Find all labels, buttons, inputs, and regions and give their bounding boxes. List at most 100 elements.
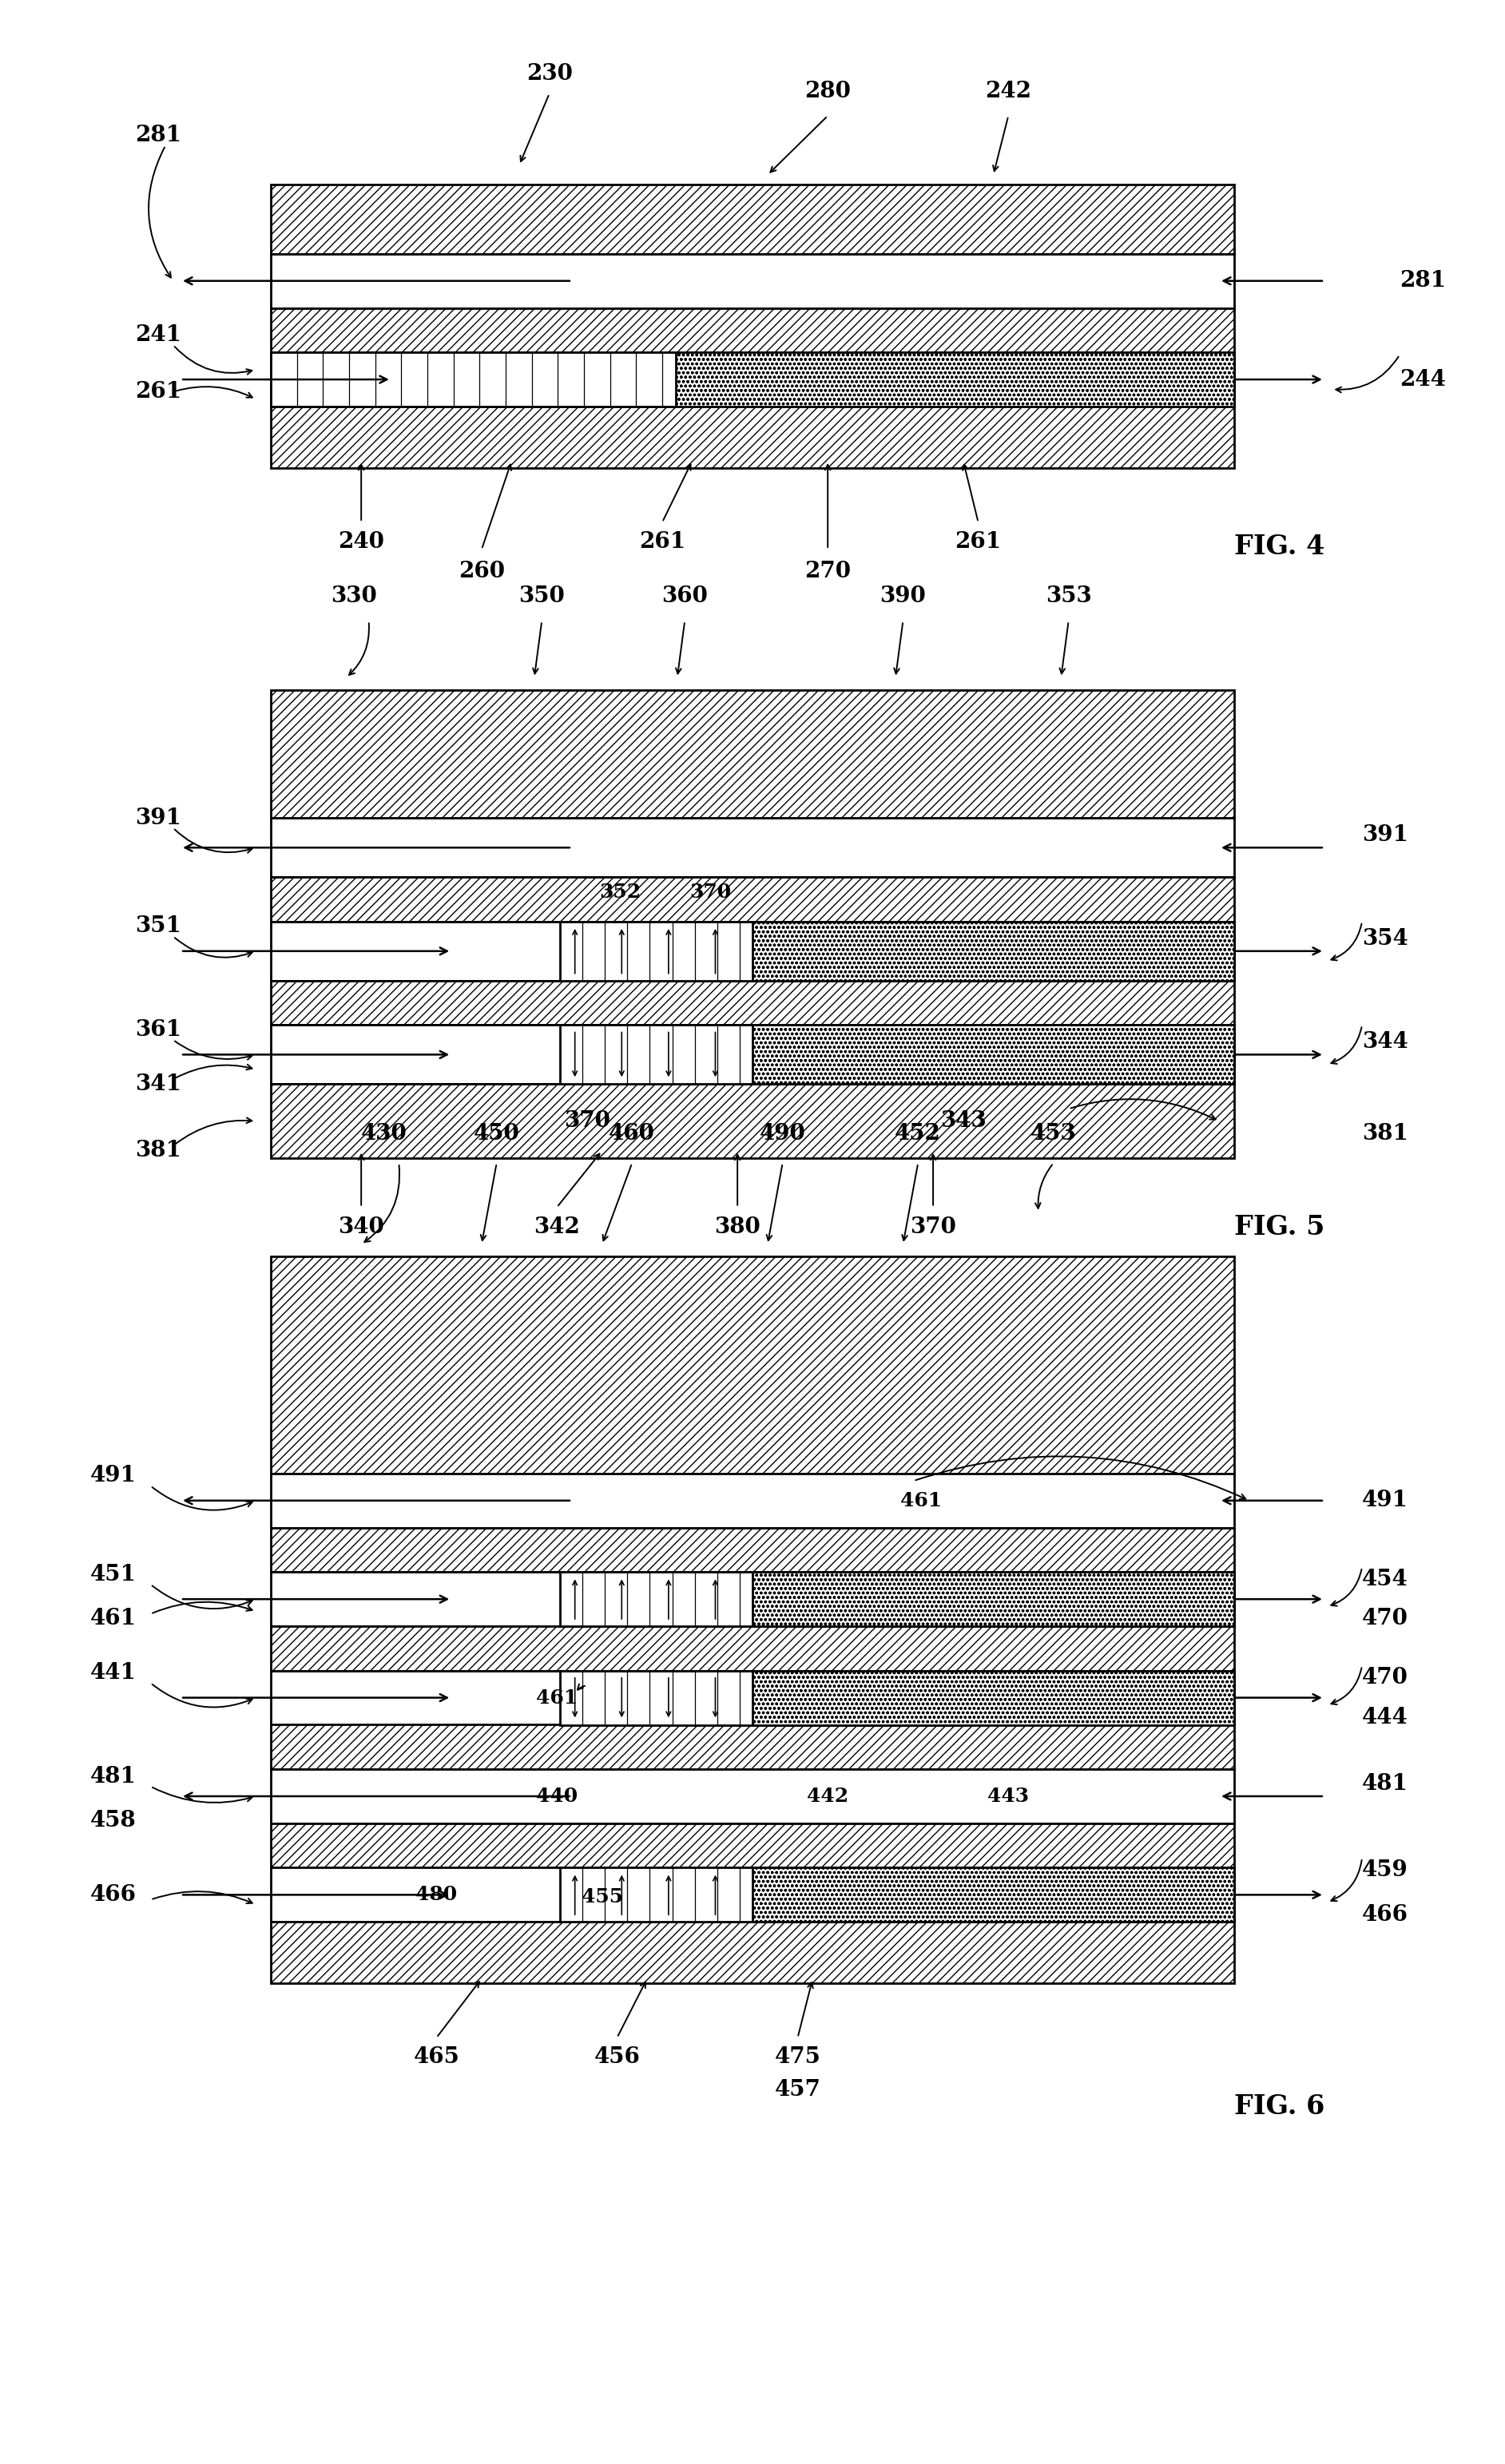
Bar: [271, 1025, 1234, 1084]
Text: 344: 344: [1362, 1032, 1409, 1052]
Text: 442: 442: [807, 1786, 849, 1806]
Text: 452: 452: [895, 1124, 941, 1143]
Text: 261: 261: [135, 382, 182, 402]
Text: 390: 390: [880, 586, 926, 606]
Text: 480: 480: [415, 1885, 458, 1905]
Text: 352: 352: [599, 882, 641, 902]
Text: 381: 381: [135, 1141, 182, 1161]
Text: 391: 391: [135, 808, 182, 828]
Text: 461: 461: [90, 1609, 137, 1629]
Bar: [560, 922, 965, 981]
Bar: [752, 922, 1234, 981]
Bar: [752, 1868, 1234, 1922]
Bar: [271, 1528, 1234, 1572]
Text: 475: 475: [775, 2048, 820, 2067]
Text: 466: 466: [90, 1885, 137, 1905]
Bar: [271, 690, 1234, 818]
Text: 280: 280: [805, 81, 850, 101]
Text: 270: 270: [805, 562, 850, 582]
Text: 360: 360: [662, 586, 707, 606]
Text: 342: 342: [534, 1217, 579, 1237]
Text: 351: 351: [135, 917, 182, 936]
Text: 240: 240: [339, 532, 384, 552]
Text: 481: 481: [1362, 1774, 1409, 1794]
Text: 281: 281: [1400, 271, 1446, 291]
Bar: [271, 352, 1234, 407]
Text: 491: 491: [90, 1466, 137, 1486]
Text: 459: 459: [1362, 1860, 1409, 1880]
Text: 380: 380: [715, 1217, 760, 1237]
Text: 242: 242: [986, 81, 1031, 101]
Bar: [271, 1823, 1234, 1868]
Text: FIG. 5: FIG. 5: [1234, 1215, 1324, 1239]
Text: 281: 281: [135, 126, 182, 145]
Bar: [752, 1671, 1234, 1725]
Text: 481: 481: [90, 1767, 137, 1786]
Text: FIG. 4: FIG. 4: [1234, 535, 1324, 559]
Text: 260: 260: [459, 562, 504, 582]
Bar: [271, 818, 1234, 877]
Text: 460: 460: [610, 1124, 655, 1143]
Text: 451: 451: [90, 1565, 137, 1584]
Text: 350: 350: [519, 586, 564, 606]
Text: 450: 450: [474, 1124, 519, 1143]
Bar: [271, 877, 1234, 922]
Text: 340: 340: [339, 1217, 384, 1237]
Bar: [271, 1922, 1234, 1984]
Text: 465: 465: [414, 2048, 459, 2067]
Text: 330: 330: [331, 586, 378, 606]
Text: 443: 443: [987, 1786, 1029, 1806]
Text: 470: 470: [1362, 1668, 1409, 1688]
Bar: [752, 1025, 1234, 1084]
Text: 458: 458: [90, 1811, 137, 1831]
Bar: [560, 1868, 965, 1922]
Bar: [271, 308, 1234, 352]
Bar: [271, 1769, 1234, 1823]
Text: 353: 353: [1046, 586, 1091, 606]
Text: 454: 454: [1362, 1570, 1409, 1589]
Text: 457: 457: [775, 2080, 820, 2099]
Text: 491: 491: [1362, 1491, 1409, 1510]
Text: 343: 343: [941, 1111, 986, 1131]
Text: 461: 461: [900, 1491, 942, 1510]
Text: 456: 456: [594, 2048, 640, 2067]
Bar: [560, 1572, 965, 1626]
Bar: [676, 352, 1234, 407]
Bar: [271, 254, 1234, 308]
Bar: [271, 407, 1234, 468]
Bar: [271, 1257, 1234, 1473]
Text: 261: 261: [640, 532, 685, 552]
Bar: [271, 1084, 1234, 1158]
Bar: [271, 1473, 1234, 1528]
Text: 440: 440: [536, 1786, 578, 1806]
Text: 444: 444: [1362, 1708, 1409, 1727]
Text: 391: 391: [1362, 825, 1409, 845]
Bar: [271, 1671, 1234, 1725]
Bar: [271, 185, 1234, 254]
Text: 430: 430: [361, 1124, 408, 1143]
Bar: [271, 1868, 1234, 1922]
Text: 241: 241: [135, 325, 182, 345]
Text: 470: 470: [1362, 1609, 1409, 1629]
Text: 453: 453: [1031, 1124, 1076, 1143]
Text: 466: 466: [1362, 1905, 1409, 1924]
Text: 230: 230: [527, 64, 572, 84]
Bar: [271, 1725, 1234, 1769]
Bar: [271, 922, 1234, 981]
Bar: [271, 981, 1234, 1025]
Bar: [271, 1572, 1234, 1626]
Text: 354: 354: [1362, 929, 1409, 949]
Text: 455: 455: [581, 1887, 623, 1907]
Text: 370: 370: [911, 1217, 956, 1237]
Bar: [560, 1025, 965, 1084]
Text: 361: 361: [135, 1020, 182, 1040]
Text: FIG. 6: FIG. 6: [1234, 2094, 1324, 2119]
Text: 441: 441: [90, 1663, 137, 1683]
Bar: [752, 1572, 1234, 1626]
Text: 370: 370: [564, 1111, 610, 1131]
Text: 370: 370: [689, 882, 731, 902]
Text: 341: 341: [135, 1074, 182, 1094]
Bar: [271, 352, 897, 407]
Bar: [271, 1626, 1234, 1671]
Text: 261: 261: [956, 532, 1001, 552]
